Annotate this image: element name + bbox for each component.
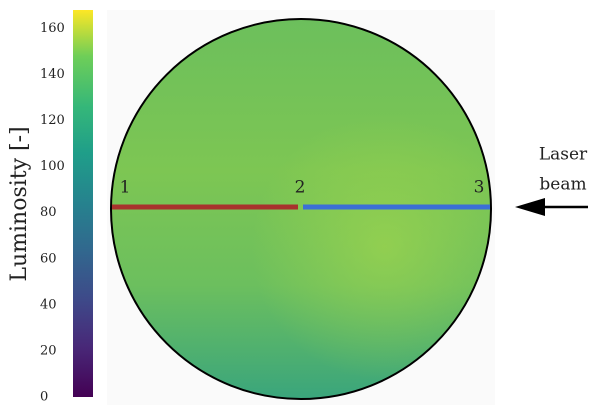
colorbar-tick-label: 120 <box>40 113 65 128</box>
colorbar-tick-label: 100 <box>40 159 65 174</box>
point-label: 1 <box>120 178 131 198</box>
point-label: 3 <box>474 178 485 198</box>
colorbar-tick-label: 20 <box>40 343 57 358</box>
colorbar-tick-label: 160 <box>40 21 65 36</box>
colorbar-tick-label: 40 <box>40 297 57 312</box>
colorbar-tick-label: 140 <box>40 67 65 82</box>
annotation: Laser <box>539 145 588 165</box>
arrow-head <box>515 198 545 216</box>
annotation: beam <box>539 175 586 195</box>
colorbar-tick-label: 80 <box>40 205 57 220</box>
colorbar-tick-label: 0 <box>40 390 48 405</box>
colorbar <box>73 10 93 397</box>
colorbar-tick-label: 60 <box>40 251 57 266</box>
colorbar-label: Luminosity [-] <box>7 126 32 281</box>
point-label: 2 <box>295 178 306 198</box>
figure: Luminosity [-] 0 20 40 60 80 100 120 140 160 1 2 3 L… <box>0 0 592 408</box>
